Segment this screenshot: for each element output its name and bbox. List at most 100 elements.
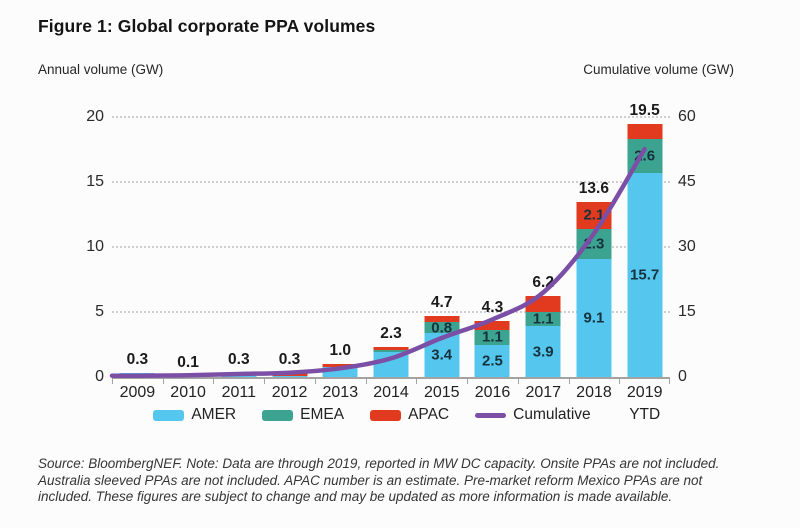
year-label: 2011 — [221, 384, 257, 401]
x-tick-mark — [467, 378, 469, 384]
source-note: Source: BloombergNEF. Note: Data are thr… — [38, 456, 720, 504]
left-axis-title: Annual volume (GW) — [38, 62, 164, 77]
gridline-20 — [112, 116, 670, 118]
gridline-5 — [112, 311, 670, 313]
bar-segment-apac — [373, 347, 409, 350]
year-label: 2019 — [626, 384, 663, 401]
bar-segment-amer: 15.7 — [627, 172, 663, 377]
bar-segment-emea: 1.1 — [474, 330, 510, 345]
bar-segment-amer: 3.9 — [525, 326, 561, 377]
segment-value-label: 3.4 — [431, 346, 453, 364]
figure-title: Figure 1: Global corporate PPA volumes — [38, 16, 376, 36]
gridline-10 — [112, 246, 670, 248]
legend-label: APAC — [408, 406, 450, 423]
legend-label: EMEA — [300, 406, 345, 423]
legend-item-emea: EMEA — [262, 406, 344, 424]
bar-total-label: 4.7 — [430, 293, 453, 311]
bar-segment-apac — [474, 321, 510, 331]
bar-segment-emea: 0.8 — [424, 320, 460, 335]
x-tick-label-2012: 2012 — [264, 384, 315, 424]
y-tick-label-0: 0 — [678, 368, 687, 385]
bar-segment-amer — [272, 376, 308, 377]
cumulative-line — [109, 146, 647, 378]
x-tick-mark — [416, 378, 418, 384]
x-tick-label-2015: 2015 — [416, 384, 467, 424]
bar-segment-amer: 2.5 — [474, 344, 510, 377]
x-tick-mark — [112, 378, 113, 384]
bar-column-2015: 3.4 0.8 4.7 — [416, 117, 467, 377]
x-tick-label-2017: 2017 — [518, 384, 569, 424]
bar-segment-emea: 1.1 — [525, 312, 561, 327]
y-tick-label-10: 10 — [86, 238, 104, 255]
bar-total-label: 0.3 — [126, 351, 149, 369]
bar-column-2013: 1.0 — [315, 117, 366, 377]
legend-label: AMER — [191, 406, 237, 423]
bar-segment-apac — [627, 123, 663, 140]
x-tick-mark — [669, 378, 670, 384]
y-axis-right: 0 15 30 45 60 — [678, 108, 738, 385]
y-tick-label-15: 15 — [86, 173, 104, 190]
x-tick-mark — [568, 378, 570, 384]
x-axis-labels: 2009 2010 2011 2012 2013 2014 2015 2016 2017 2018… — [112, 384, 670, 424]
x-tick-mark — [162, 378, 164, 384]
bar-stack: 2.5 1.1 — [474, 321, 510, 377]
bar-total-label: 0.3 — [278, 351, 301, 369]
x-tick-mark — [314, 378, 316, 384]
bar-total-label: 2.3 — [380, 325, 402, 343]
x-tick-mark — [365, 378, 367, 384]
bar-stack: 9.1 2.3 2.1 — [576, 201, 612, 377]
bar-column-2016: 2.5 1.1 4.3 — [467, 117, 518, 377]
bar-total-label: 19.5 — [629, 101, 660, 119]
legend-swatch-cumulative — [475, 412, 507, 418]
x-tick-label-2016: 2016 — [467, 384, 518, 424]
legend-label: Cumulative — [513, 406, 591, 423]
year-label: 2009 — [119, 384, 156, 401]
year-label: 2018 — [576, 384, 612, 401]
bar-segment-emea — [373, 349, 409, 353]
bar-stack — [322, 364, 358, 377]
year-label: 2015 — [423, 384, 460, 401]
chart-plot: 0.3 0.1 0.3 0.3 1.0 2.3 3.4 0.8 4.7 2.5 1.1 4.3 3.9 1… — [109, 102, 670, 384]
x-tick-mark — [517, 378, 519, 384]
x-sublabel-ytd: YTD — [629, 406, 661, 423]
legend-swatch-amer — [153, 409, 185, 421]
segment-value-label: 1.1 — [532, 310, 554, 328]
legend-item-cumulative: Cumulative — [475, 406, 591, 424]
segment-value-label: 1.1 — [482, 328, 503, 346]
x-tick-label-2019: 2019 YTD — [619, 384, 670, 424]
y-tick-label-15: 15 — [678, 303, 696, 320]
x-tick-label-2011: 2011 — [213, 384, 264, 424]
segment-value-label: 15.7 — [630, 266, 660, 284]
y-tick-label-45: 45 — [678, 173, 696, 190]
right-axis-title: Cumulative volume (GW) — [583, 62, 734, 77]
y-tick-label-5: 5 — [95, 303, 104, 320]
bar-column-2018: 9.1 2.3 2.1 13.6 — [569, 117, 620, 377]
x-tick-label-2010: 2010 — [163, 384, 214, 424]
y-tick-label-0: 0 — [95, 368, 104, 385]
bar-total-label: 13.6 — [578, 179, 609, 197]
segment-value-label: 2.5 — [482, 352, 503, 370]
segment-value-label: 3.9 — [532, 343, 554, 361]
bar-segment-amer: 9.1 — [576, 258, 612, 377]
x-tick-label-2018: 2018 — [569, 384, 620, 424]
bar-segment-amer: 3.4 — [424, 332, 460, 377]
bar-total-label: 4.3 — [481, 299, 504, 317]
bar-total-label: 0.3 — [228, 351, 250, 369]
y-axis-left: 0 5 10 15 20 — [0, 108, 104, 385]
legend-item-apac: APAC — [370, 406, 449, 424]
segment-value-label: 2.1 — [583, 206, 605, 224]
year-label: 2013 — [322, 384, 359, 401]
bar-total-label: 0.1 — [177, 353, 199, 371]
bar-segment-amer — [322, 366, 358, 377]
bar-segment-apac — [424, 315, 460, 323]
x-tick-label-2013: 2013 — [315, 384, 366, 424]
segment-value-label: 9.1 — [583, 309, 605, 327]
x-tick-label-2014: 2014 — [366, 384, 417, 424]
year-label: 2010 — [170, 384, 206, 401]
chart-legend: AMER EMEA APAC Cumulative — [112, 406, 632, 424]
y-tick-label-30: 30 — [678, 238, 696, 255]
bar-segment-apac — [322, 364, 358, 367]
bar-stack: 3.9 1.1 — [525, 296, 561, 377]
year-label: 2017 — [525, 384, 562, 401]
legend-swatch-emea — [262, 409, 294, 421]
